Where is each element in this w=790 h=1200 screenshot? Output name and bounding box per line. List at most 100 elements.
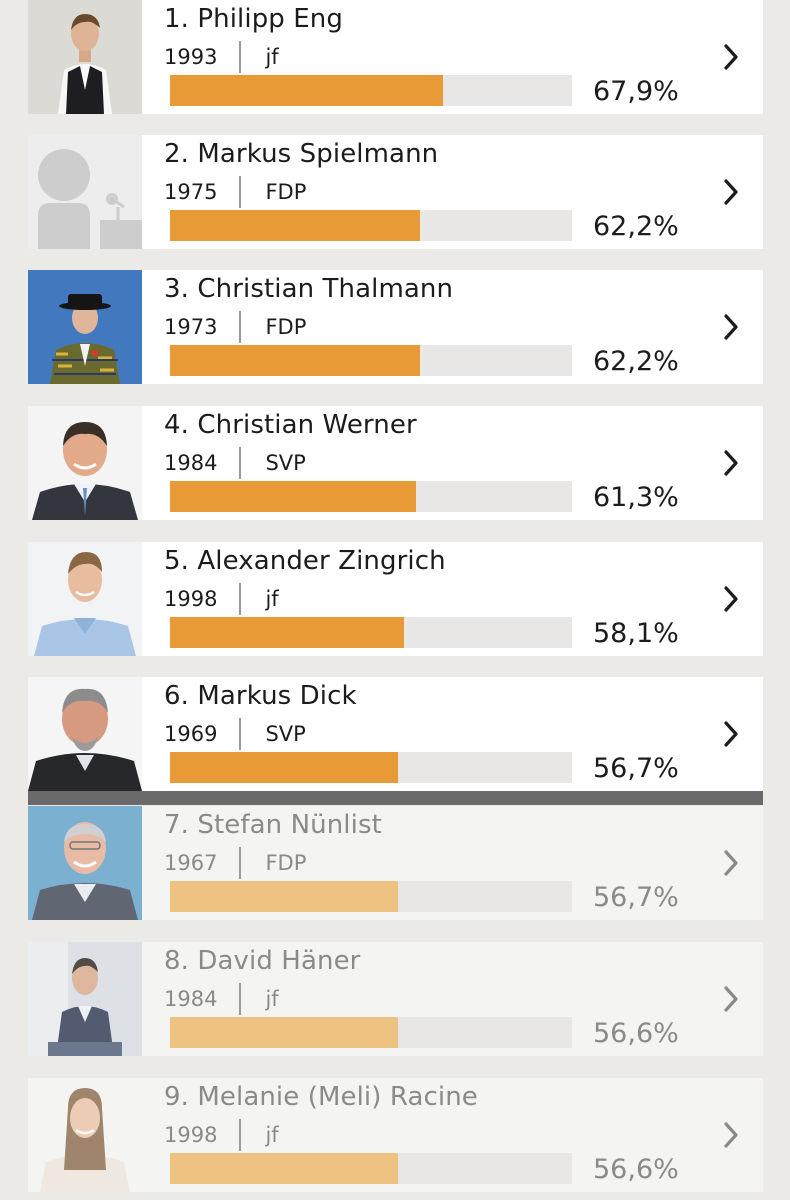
vote-bar-track: [170, 210, 572, 241]
vote-bar-fill: [170, 345, 421, 376]
meta-separator: [239, 847, 242, 879]
candidate-photo: [28, 270, 142, 384]
candidate-name: 4. Christian Werner: [164, 410, 417, 440]
meta-separator: [239, 311, 242, 343]
candidate-meta: 1998 jf: [164, 1119, 279, 1151]
birth-year: 1969: [164, 722, 218, 746]
candidate-name: 1. Philipp Eng: [164, 4, 343, 34]
candidate-photo: [28, 406, 142, 520]
meta-separator: [239, 176, 242, 208]
candidate-name: 7. Stefan Nünlist: [164, 810, 382, 840]
candidate-name: 9. Melanie (Meli) Racine: [164, 1082, 478, 1112]
candidate-card[interactable]: 2. Markus Spielmann 1975 FDP 62,2%: [28, 135, 763, 249]
vote-bar-track: [170, 617, 572, 648]
candidate-photo: [28, 677, 142, 791]
vote-bar-fill: [170, 617, 404, 648]
birth-year: 1973: [164, 315, 218, 339]
vote-bar-fill: [170, 752, 398, 783]
vote-bar-track: [170, 1153, 572, 1184]
birth-year: 1998: [164, 587, 218, 611]
vote-bar-track: [170, 75, 572, 106]
candidate-name: 3. Christian Thalmann: [164, 274, 454, 304]
candidate-photo: [28, 542, 142, 656]
candidate-meta: 1967 FDP: [164, 847, 306, 879]
vote-percentage: 61,3%: [593, 482, 679, 513]
vote-bar-track: [170, 752, 572, 783]
chevron-right-icon[interactable]: [721, 448, 741, 478]
vote-percentage: 62,2%: [593, 211, 679, 242]
vote-bar-fill: [170, 881, 398, 912]
candidate-card[interactable]: 3. Christian Thalmann 1973 FDP 62,2%: [28, 270, 763, 384]
chevron-right-icon[interactable]: [721, 312, 741, 342]
person-placeholder-icon: [28, 135, 142, 249]
candidate-photo: [28, 0, 142, 114]
candidate-meta: 1969 SVP: [164, 718, 306, 750]
meta-separator: [239, 983, 242, 1015]
chevron-right-icon[interactable]: [721, 984, 741, 1014]
meta-separator: [239, 1119, 242, 1151]
chevron-right-icon[interactable]: [721, 719, 741, 749]
vote-bar-track: [170, 881, 572, 912]
candidate-meta: 1984 jf: [164, 983, 279, 1015]
birth-year: 1984: [164, 987, 218, 1011]
party-label: SVP: [265, 451, 306, 475]
birth-year: 1975: [164, 180, 218, 204]
meta-separator: [239, 718, 242, 750]
candidate-card[interactable]: 7. Stefan Nünlist 1967 FDP 56,7%: [28, 806, 763, 920]
party-label: jf: [265, 45, 279, 69]
birth-year: 1967: [164, 851, 218, 875]
vote-bar-track: [170, 481, 572, 512]
vote-percentage: 56,6%: [593, 1018, 679, 1049]
party-label: FDP: [265, 315, 307, 339]
candidate-photo: [28, 806, 142, 920]
vote-bar-fill: [170, 481, 417, 512]
chevron-right-icon[interactable]: [721, 584, 741, 614]
party-label: FDP: [265, 180, 307, 204]
candidate-card[interactable]: 5. Alexander Zingrich 1998 jf 58,1%: [28, 542, 763, 656]
candidate-photo: [28, 942, 142, 1056]
vote-bar-fill: [170, 210, 421, 241]
chevron-right-icon[interactable]: [721, 42, 741, 72]
birth-year: 1998: [164, 1123, 218, 1147]
election-cutoff-divider: [28, 791, 763, 805]
chevron-right-icon[interactable]: [721, 848, 741, 878]
vote-percentage: 56,6%: [593, 1154, 679, 1185]
party-label: jf: [265, 587, 279, 611]
birth-year: 1993: [164, 45, 218, 69]
candidate-meta: 1984 SVP: [164, 447, 306, 479]
vote-percentage: 56,7%: [593, 882, 679, 913]
vote-bar-fill: [170, 75, 443, 106]
chevron-right-icon[interactable]: [721, 1120, 741, 1150]
candidate-name: 8. David Häner: [164, 946, 361, 976]
birth-year: 1984: [164, 451, 218, 475]
candidate-meta: 1998 jf: [164, 583, 279, 615]
candidate-meta: 1973 FDP: [164, 311, 306, 343]
vote-bar-track: [170, 1017, 572, 1048]
party-label: jf: [265, 1123, 279, 1147]
vote-bar-fill: [170, 1017, 398, 1048]
candidate-name: 2. Markus Spielmann: [164, 139, 439, 169]
candidate-name: 6. Markus Dick: [164, 681, 357, 711]
meta-separator: [239, 41, 242, 73]
candidate-card[interactable]: 9. Melanie (Meli) Racine 1998 jf 56,6%: [28, 1078, 763, 1192]
meta-separator: [239, 447, 242, 479]
candidate-card[interactable]: 4. Christian Werner 1984 SVP 61,3%: [28, 406, 763, 520]
candidate-meta: 1975 FDP: [164, 176, 306, 208]
candidate-name: 5. Alexander Zingrich: [164, 546, 446, 576]
party-label: FDP: [265, 851, 307, 875]
party-label: SVP: [265, 722, 306, 746]
candidate-card[interactable]: 6. Markus Dick 1969 SVP 56,7%: [28, 677, 763, 791]
candidate-photo: [28, 1078, 142, 1192]
vote-percentage: 58,1%: [593, 618, 679, 649]
vote-bar-fill: [170, 1153, 398, 1184]
vote-bar-track: [170, 345, 572, 376]
vote-percentage: 62,2%: [593, 346, 679, 377]
candidate-meta: 1993 jf: [164, 41, 279, 73]
vote-percentage: 67,9%: [593, 76, 679, 107]
candidate-card[interactable]: 8. David Häner 1984 jf 56,6%: [28, 942, 763, 1056]
chevron-right-icon[interactable]: [721, 177, 741, 207]
vote-percentage: 56,7%: [593, 753, 679, 784]
party-label: jf: [265, 987, 279, 1011]
meta-separator: [239, 583, 242, 615]
candidate-card[interactable]: 1. Philipp Eng 1993 jf 67,9%: [28, 0, 763, 114]
